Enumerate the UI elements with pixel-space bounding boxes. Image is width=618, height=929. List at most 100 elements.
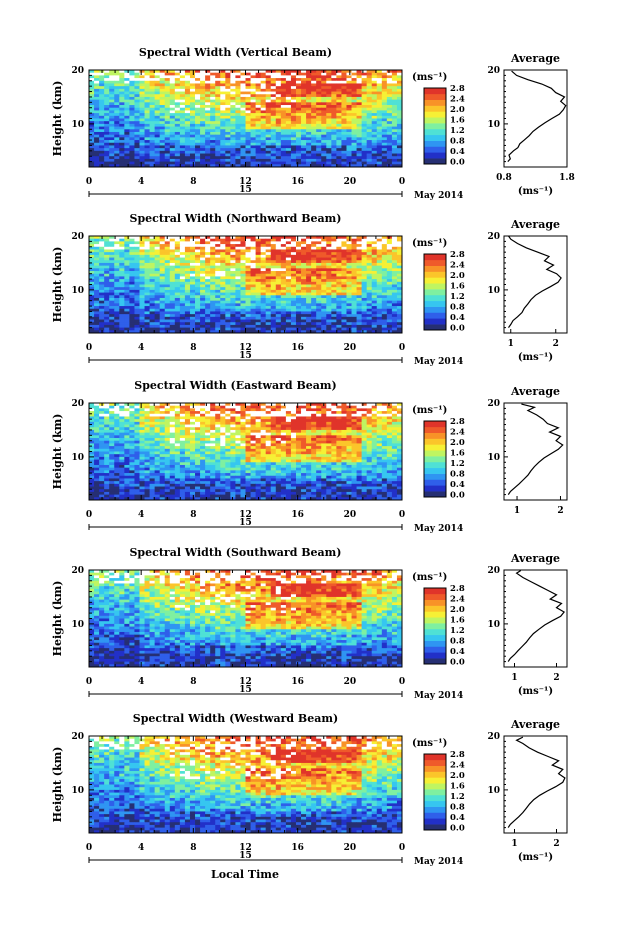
heatmap-cell <box>235 102 241 106</box>
heatmap-cell <box>376 72 383 76</box>
colorbar-tick-label: 1.6 <box>450 115 465 125</box>
heatmap-cell <box>386 300 393 304</box>
heatmap-cell <box>366 150 373 154</box>
heatmap-cell <box>129 96 135 101</box>
heatmap-cell <box>311 297 317 302</box>
heatmap-cell <box>255 137 262 141</box>
heatmap-cell <box>129 319 135 323</box>
heatmap-cell <box>169 303 176 307</box>
heatmap-cell <box>376 83 383 87</box>
heatmap-cell <box>89 262 95 267</box>
heatmap-cell <box>114 327 120 331</box>
heatmap-cell <box>381 260 388 264</box>
heatmap-cell <box>351 121 357 125</box>
heatmap-cell <box>230 107 236 111</box>
heatmap-cell <box>386 129 393 133</box>
heatmap-cell <box>149 145 156 149</box>
heatmap-cell <box>391 287 398 291</box>
heatmap-cell <box>270 140 277 144</box>
heatmap-cell <box>361 83 368 87</box>
heatmap-cell <box>149 115 156 119</box>
heatmap-cell <box>225 411 231 415</box>
heatmap-cell <box>144 129 150 133</box>
heatmap-cell <box>124 314 130 318</box>
heatmap-cell <box>134 279 140 283</box>
heatmap-cell <box>179 403 186 407</box>
heatmap-cell <box>346 123 352 127</box>
heatmap-cell <box>235 249 241 253</box>
heatmap-cell <box>94 83 100 87</box>
heatmap-cell <box>346 316 352 320</box>
heatmap-cell <box>250 297 256 302</box>
heatmap-cell <box>280 83 287 87</box>
heatmap-cell <box>376 131 383 136</box>
heatmap-cell <box>184 91 191 95</box>
heatmap-cell <box>346 303 352 307</box>
heatmap-cell <box>225 72 231 76</box>
heatmap-cell <box>179 161 186 165</box>
heatmap-cell <box>179 262 186 267</box>
heatmap-cell <box>295 121 302 125</box>
heatmap-cell <box>255 262 262 267</box>
heatmap-cell <box>265 297 272 302</box>
heatmap-cell <box>381 102 388 106</box>
heatmap-cell <box>184 254 191 258</box>
heatmap-cell <box>109 273 115 277</box>
heatmap-cell <box>144 96 150 101</box>
heatmap-cell <box>210 300 216 304</box>
heatmap-cell <box>220 123 226 127</box>
heatmap-cell <box>341 271 347 275</box>
heatmap-cell <box>104 308 110 312</box>
heatmap-cell <box>114 75 120 79</box>
heatmap-cell <box>285 262 292 267</box>
heatmap-cell <box>230 88 236 92</box>
heatmap-cell <box>89 246 95 250</box>
heatmap-cell <box>129 150 135 154</box>
heatmap-cell <box>396 262 403 267</box>
heatmap-cell <box>189 405 196 409</box>
heatmap-cell <box>109 257 115 261</box>
heatmap-cell <box>396 271 403 275</box>
heatmap-cell <box>341 142 347 146</box>
heatmap-cell <box>159 405 166 409</box>
heatmap-cell <box>124 300 130 304</box>
heatmap-cell <box>149 260 156 264</box>
heatmap-cell <box>139 236 145 240</box>
heatmap-cell <box>361 150 368 154</box>
average-frame <box>503 235 568 334</box>
heatmap-cell <box>255 306 262 310</box>
heatmap-cell <box>230 244 236 248</box>
heatmap-cell <box>189 311 196 315</box>
heatmap-cell <box>265 244 272 248</box>
heatmap-cell <box>109 311 115 315</box>
heatmap-cell <box>114 137 120 141</box>
heatmap-cell <box>306 311 312 315</box>
heatmap-cell <box>250 137 256 141</box>
heatmap-cell <box>220 287 226 291</box>
panel-title: Spectral Width (Northward Beam) <box>130 212 342 225</box>
heatmap-cell <box>260 408 267 412</box>
heatmap-cell <box>290 311 297 315</box>
heatmap-cell <box>321 316 327 320</box>
heatmap-cell <box>210 292 216 296</box>
heatmap-cell <box>99 99 105 103</box>
heatmap-cell <box>341 134 347 138</box>
heatmap-cell <box>195 94 201 98</box>
heatmap-cell <box>119 102 125 106</box>
heatmap-cell <box>341 295 347 299</box>
heatmap-cell <box>134 306 140 310</box>
heatmap-cell <box>240 322 246 326</box>
heatmap-cell <box>94 314 100 318</box>
heatmap-cell <box>205 403 211 407</box>
heatmap-cell <box>129 105 135 109</box>
heatmap-cell <box>179 80 186 84</box>
heatmap-cell <box>270 273 277 277</box>
heatmap-cell <box>179 86 186 90</box>
heatmap-cell <box>391 238 398 242</box>
heatmap-cell <box>396 164 403 168</box>
heatmap-cell <box>139 279 145 283</box>
heatmap-cell <box>280 281 287 285</box>
heatmap-cell <box>306 86 312 90</box>
heatmap-cell <box>376 260 383 264</box>
heatmap-cell <box>189 271 196 275</box>
